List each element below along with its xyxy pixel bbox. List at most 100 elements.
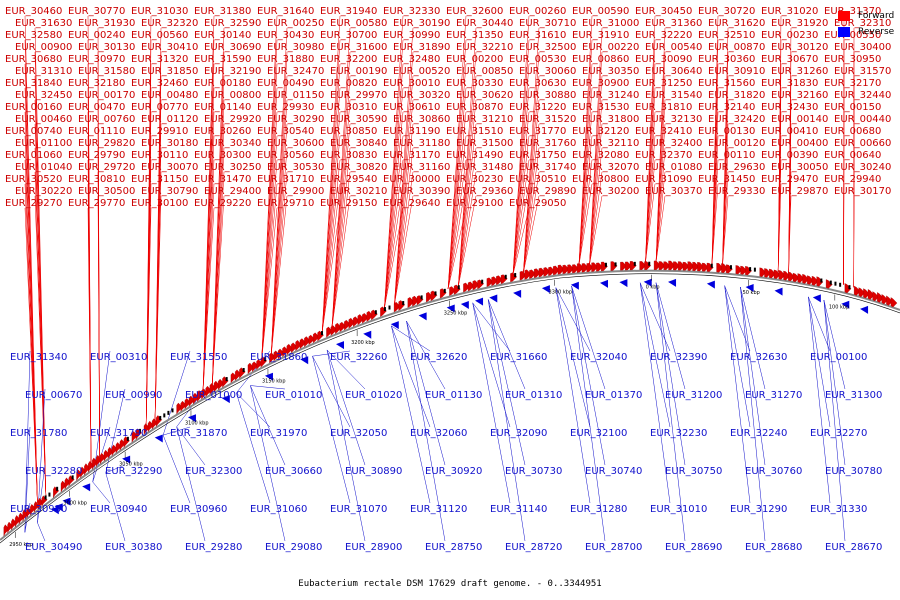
forward-gene-arrow [463, 282, 470, 293]
forward-leader-line [458, 27, 477, 287]
forward-gene-arrow [398, 300, 405, 311]
forward-leader-line [394, 75, 414, 305]
forward-gene-label: EUR_30680 [5, 54, 62, 65]
forward-gene-label: EUR_31920 [771, 18, 828, 29]
forward-gene-label: EUR_30110 [131, 150, 188, 161]
forward-gene-arrow [339, 321, 347, 333]
forward-gene-arrow [256, 359, 263, 370]
forward-gene-label: EUR_31000 [582, 18, 639, 29]
reverse-gene-label: EUR_00310 [90, 352, 147, 363]
forward-gene-label: EUR_30980 [267, 42, 324, 53]
forward-gene-arrow [816, 276, 824, 287]
reverse-gene-label: EUR_31270 [745, 390, 802, 401]
forward-leader-line [331, 75, 351, 328]
forward-gene-label: EUR_30290 [267, 114, 324, 125]
forward-gene-label: EUR_30340 [204, 138, 261, 149]
forward-gene-arrow [702, 262, 709, 272]
reverse-leader-line [406, 320, 446, 390]
forward-leader-line [394, 123, 414, 305]
forward-gene-arrow [658, 261, 666, 270]
forward-gene-label: EUR_29400 [204, 186, 261, 197]
forward-gene-label: EUR_32580 [5, 30, 62, 41]
gene-gap-marker [48, 492, 51, 497]
forward-gene-label: EUR_00160 [5, 102, 62, 113]
forward-gene-arrow [147, 420, 154, 433]
forward-leader-line [645, 159, 656, 263]
forward-gene-arrow [135, 428, 142, 441]
forward-gene-label: EUR_32330 [383, 6, 440, 17]
gene-gap-marker [167, 410, 170, 415]
forward-gene-label: EUR_32370 [635, 150, 692, 161]
forward-gene-arrow [472, 280, 480, 291]
forward-gene-arrow [653, 260, 661, 270]
reverse-gene-arrow [335, 341, 344, 350]
reverse-leader-line [250, 385, 286, 390]
forward-gene-arrow [193, 392, 200, 405]
forward-gene-label: EUR_00850 [456, 66, 513, 77]
forward-gene-label: EUR_32110 [582, 138, 639, 149]
forward-gene-label: EUR_30300 [194, 150, 251, 161]
reverse-leader-line [312, 356, 351, 428]
forward-gene-label: EUR_31380 [194, 6, 251, 17]
gene-gap-marker [383, 307, 386, 312]
forward-leader-line [384, 183, 404, 309]
forward-gene-label: EUR_31540 [645, 90, 702, 101]
forward-gene-arrow [239, 367, 246, 379]
forward-gene-label: EUR_30200 [582, 186, 639, 197]
forward-gene-arrow [735, 265, 743, 275]
scale-tick-label: 3250 kbp [444, 311, 468, 317]
forward-gene-label: EUR_30500 [78, 186, 135, 197]
forward-gene-arrow [745, 266, 752, 276]
reverse-leader-line [823, 300, 846, 466]
forward-leader-line [384, 135, 404, 309]
forward-leader-line [24, 207, 38, 503]
reverse-gene-label: EUR_30750 [665, 466, 722, 477]
forward-gene-arrow [412, 295, 419, 307]
forward-gene-label: EUR_00240 [68, 30, 125, 41]
reverse-leader-line [808, 296, 831, 504]
forward-gene-label: EUR_00480 [141, 90, 198, 101]
forward-leader-line [211, 195, 225, 387]
forward-gene-label: EUR_31590 [194, 54, 251, 65]
reverse-gene-label: EUR_31790 [90, 428, 147, 439]
forward-gene-label: EUR_00560 [131, 30, 188, 41]
gene-gap-marker [457, 285, 460, 290]
reverse-gene-arrow [841, 300, 850, 309]
reverse-leader-line [639, 282, 671, 504]
forward-leader-line [722, 171, 729, 266]
reverse-gene-label: EUR_30490 [25, 542, 82, 553]
forward-gene-label: EUR_31240 [582, 90, 639, 101]
forward-gene-label: EUR_30810 [68, 174, 125, 185]
forward-gene-label: EUR_01060 [5, 150, 62, 161]
forward-gene-arrow [620, 261, 627, 271]
forward-gene-label: EUR_31770 [509, 126, 566, 137]
reverse-leader-line [571, 285, 606, 390]
reverse-gene-label: EUR_28720 [505, 542, 562, 553]
forward-leader-line [331, 147, 351, 328]
gene-gap-marker [514, 273, 517, 278]
forward-gene-arrow [312, 332, 320, 344]
forward-gene-label: EUR_30130 [78, 42, 135, 53]
forward-gene-arrow [867, 289, 875, 300]
forward-leader-line [394, 51, 414, 305]
forward-gene-label: EUR_31180 [393, 138, 450, 149]
forward-leader-line [384, 15, 404, 309]
reverse-gene-label: EUR_31970 [250, 428, 307, 439]
reverse-gene-label: EUR_31330 [810, 504, 867, 515]
forward-gene-label: EUR_32070 [582, 162, 639, 173]
legend: Forward Reverse [838, 8, 894, 40]
forward-leader-line [447, 39, 467, 289]
forward-gene-label: EUR_01140 [194, 102, 251, 113]
reverse-gene-label: EUR_31870 [170, 428, 227, 439]
forward-gene-label: EUR_00440 [834, 114, 891, 125]
forward-gene-label: EUR_30120 [771, 42, 828, 53]
reverse-gene-label: EUR_31280 [570, 504, 627, 515]
forward-gene-label: EUR_30220 [15, 186, 72, 197]
forward-gene-arrow [151, 418, 158, 430]
forward-leader-line [321, 183, 341, 333]
scale-tick-label: 50 kbp [743, 290, 760, 296]
forward-gene-label: EUR_30170 [834, 186, 891, 197]
reverse-leader-line [740, 287, 766, 466]
reverse-gene-label: EUR_31340 [10, 352, 67, 363]
forward-gene-label: EUR_30060 [519, 66, 576, 77]
